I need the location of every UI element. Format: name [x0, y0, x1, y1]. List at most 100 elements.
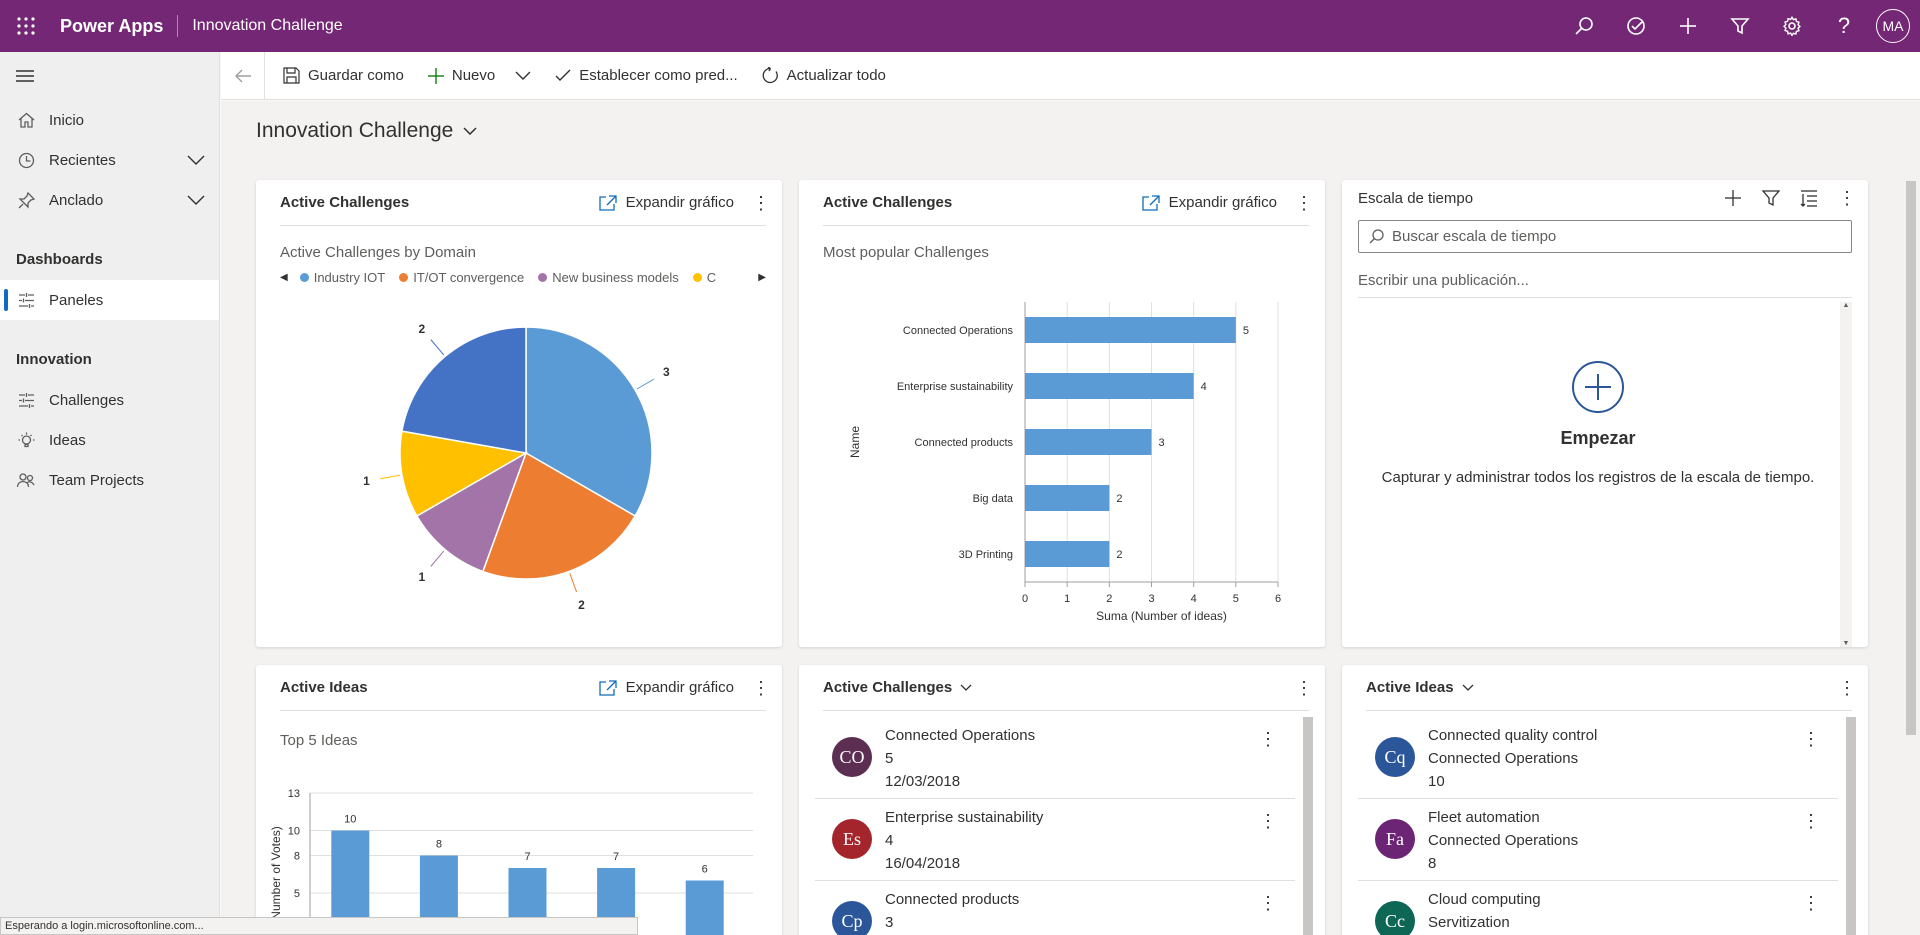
more-options-icon[interactable]: ⋮: [1295, 192, 1313, 213]
save-as-button[interactable]: Guardar como: [271, 52, 416, 100]
y-axis-title: Name: [848, 426, 862, 458]
back-arrow-icon[interactable]: [221, 51, 265, 100]
x-tick-label: 3: [1148, 593, 1154, 605]
list-scrollbar[interactable]: [1303, 717, 1313, 935]
legend-item[interactable]: New business models: [538, 270, 679, 285]
sidebar-item-label: Team Projects: [49, 471, 145, 489]
bar: [1025, 485, 1110, 511]
timeline-scrollbar[interactable]: ▲ ▼: [1840, 302, 1852, 647]
sidebar-item-dashboards[interactable]: Paneles: [0, 280, 219, 320]
list-item-name[interactable]: Connected products: [885, 891, 1020, 908]
more-options-icon[interactable]: ⋮: [1838, 188, 1856, 208]
list-item-name[interactable]: Enterprise sustainability: [885, 809, 1044, 826]
sidebar-item-team-projects[interactable]: Team Projects: [0, 460, 219, 500]
more-options-icon[interactable]: ⋮: [1802, 811, 1820, 831]
set-default-button[interactable]: Establecer como pred...: [543, 52, 749, 100]
more-options-icon[interactable]: ⋮: [1802, 893, 1820, 913]
legend-prev-icon[interactable]: ◀: [280, 272, 288, 283]
chevron-down-icon[interactable]: [1462, 684, 1474, 691]
page-scroll-thumb[interactable]: [1906, 181, 1916, 735]
bar-data-label: 7: [524, 851, 530, 863]
filter-icon[interactable]: [1762, 189, 1780, 207]
card-active-ideas-chart: Active Ideas Expandir gráfico ⋮ Top 5 Id…: [256, 665, 782, 935]
view-selector[interactable]: Active Challenges: [823, 679, 1295, 696]
legend-item[interactable]: C: [692, 270, 716, 285]
user-avatar[interactable]: MA: [1876, 9, 1910, 43]
record-avatar: Fa: [1375, 819, 1415, 859]
timeline-search-input[interactable]: Buscar escala de tiempo: [1358, 220, 1852, 253]
expand-chart-button[interactable]: Expandir gráfico: [598, 679, 734, 696]
list-item-challenge: Connected Operations: [1428, 750, 1579, 767]
more-options-icon[interactable]: ⋮: [1259, 729, 1277, 749]
record-avatar: CO: [832, 737, 872, 777]
environment-name[interactable]: Innovation Challenge: [192, 17, 343, 34]
legend-item[interactable]: IT/OT convergence: [399, 270, 524, 285]
list-item-name[interactable]: Cloud computing: [1428, 891, 1541, 908]
sidebar-item-ideas[interactable]: Ideas: [0, 420, 219, 460]
sidebar-item-label: Paneles: [49, 291, 104, 309]
sidebar-item-pinned[interactable]: Anclado: [0, 180, 219, 220]
list-item[interactable]: CO Connected Operations 5 12/03/2018 ⋮: [815, 717, 1295, 799]
card-title: Active Challenges: [280, 194, 410, 211]
list-scrollbar[interactable]: [1846, 717, 1856, 935]
more-options-icon[interactable]: ⋮: [1838, 677, 1856, 698]
list-item-count: 4: [885, 832, 894, 849]
expand-chart-button[interactable]: Expandir gráfico: [1141, 194, 1277, 211]
target-icon[interactable]: [1610, 0, 1662, 52]
hamburger-menu-icon[interactable]: [0, 52, 219, 100]
chevron-down-icon[interactable]: [463, 127, 477, 135]
sidebar-item-challenges[interactable]: Challenges: [0, 380, 219, 420]
list-item-name[interactable]: Connected Operations: [885, 727, 1036, 744]
settings-icon[interactable]: [1766, 0, 1818, 52]
sidebar-item-home[interactable]: Inicio: [0, 100, 219, 140]
app-brand[interactable]: Power Apps: [60, 15, 164, 36]
legend-item[interactable]: Industry IOT: [299, 270, 385, 285]
horizontal-bar-chart: 0 1 2 3 4 5 6 Connected Operations 5 Enterprise s…: [848, 302, 1281, 623]
search-icon[interactable]: [1558, 0, 1610, 52]
pie-slice: [481, 451, 637, 580]
app-launcher-icon[interactable]: [0, 0, 52, 52]
more-options-icon[interactable]: ⋮: [1295, 677, 1313, 698]
list-item-name[interactable]: Connected quality control: [1428, 727, 1598, 744]
y-category-label: Connected Operations: [903, 325, 1014, 337]
legend-next-icon[interactable]: ▶: [758, 272, 766, 283]
pie-label-leader: [430, 550, 445, 567]
view-selector[interactable]: Active Ideas: [1366, 679, 1838, 696]
dashboard-title[interactable]: Innovation Challenge: [256, 119, 477, 143]
scroll-up-icon[interactable]: ▲: [1842, 302, 1850, 309]
page-scrollbar[interactable]: [1904, 171, 1918, 935]
record-avatar: Cq: [1375, 737, 1415, 777]
legend-label: New business models: [552, 270, 679, 285]
chevron-down-icon[interactable]: [187, 152, 205, 169]
pie-label-leader: [569, 573, 578, 593]
list-item[interactable]: Fa Fleet automation Connected Operations 8 ⋮: [1358, 799, 1838, 881]
list-item[interactable]: Es Enterprise sustainability 4 16/04/2018 ⋮: [815, 799, 1295, 881]
divider: [177, 15, 179, 37]
more-options-icon[interactable]: ⋮: [1259, 811, 1277, 831]
sort-icon[interactable]: [1800, 189, 1818, 207]
list-item-name[interactable]: Fleet automation: [1428, 809, 1540, 826]
sidebar-item-recent[interactable]: Recientes: [0, 140, 219, 180]
more-options-icon[interactable]: ⋮: [752, 677, 770, 698]
scroll-down-icon[interactable]: ▼: [1842, 640, 1850, 647]
more-options-icon[interactable]: ⋮: [752, 192, 770, 213]
more-options-icon[interactable]: ⋮: [1259, 893, 1277, 913]
list-item-count: 3: [885, 914, 894, 931]
refresh-all-button[interactable]: Actualizar todo: [750, 52, 898, 100]
y-category-label: 3D Printing: [959, 549, 1013, 561]
chevron-down-icon[interactable]: [960, 684, 972, 691]
list-item[interactable]: Cc Cloud computing Servitization ⋮: [1358, 881, 1838, 935]
chevron-down-icon[interactable]: [187, 192, 205, 209]
filter-icon[interactable]: [1714, 0, 1766, 52]
expand-chart-button[interactable]: Expandir gráfico: [598, 194, 734, 211]
more-options-icon[interactable]: ⋮: [1802, 729, 1820, 749]
chevron-down-icon[interactable]: [515, 71, 531, 80]
post-input[interactable]: Escribir una publicación...: [1358, 264, 1852, 298]
list-item[interactable]: Cq Connected quality control Connected Ope…: [1358, 717, 1838, 799]
new-button[interactable]: Nuevo: [416, 52, 543, 100]
help-icon[interactable]: ?: [1837, 13, 1851, 38]
plus-icon[interactable]: [1662, 0, 1714, 52]
add-circle-icon[interactable]: [1358, 360, 1838, 414]
list-item[interactable]: Cp Connected products 3 ⋮: [815, 881, 1295, 935]
add-icon[interactable]: [1724, 189, 1742, 207]
